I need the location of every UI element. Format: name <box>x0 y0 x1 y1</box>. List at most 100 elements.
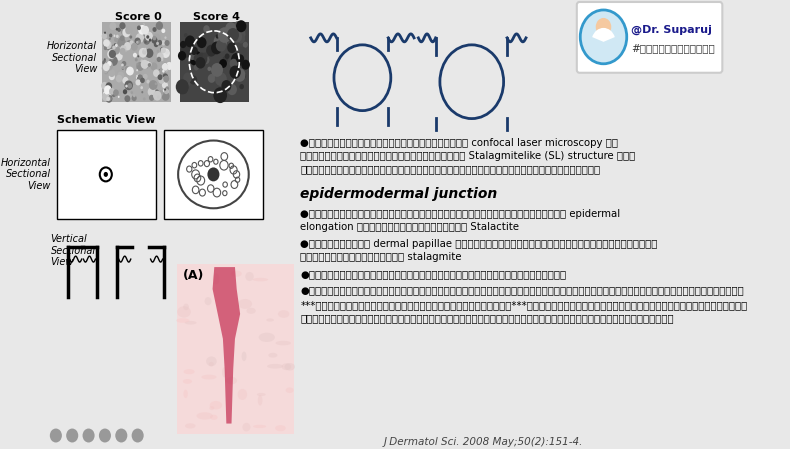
Circle shape <box>109 50 116 58</box>
Text: Horizontal
Sectional
View: Horizontal Sectional View <box>1 158 51 191</box>
Circle shape <box>194 56 205 68</box>
Circle shape <box>108 69 115 77</box>
Ellipse shape <box>205 297 212 305</box>
Circle shape <box>115 52 122 61</box>
Circle shape <box>117 89 122 95</box>
Circle shape <box>148 63 151 67</box>
Ellipse shape <box>278 310 289 318</box>
Circle shape <box>109 34 112 37</box>
Circle shape <box>213 34 227 49</box>
Circle shape <box>103 92 107 97</box>
Circle shape <box>137 62 144 71</box>
Ellipse shape <box>183 369 194 374</box>
Circle shape <box>208 167 220 181</box>
Circle shape <box>185 35 195 47</box>
Circle shape <box>103 40 111 50</box>
Circle shape <box>211 41 222 54</box>
Circle shape <box>239 84 244 89</box>
Circle shape <box>111 34 114 37</box>
Circle shape <box>159 67 166 76</box>
Circle shape <box>196 57 205 69</box>
Circle shape <box>121 44 128 53</box>
Circle shape <box>149 39 152 42</box>
Circle shape <box>161 29 165 33</box>
Circle shape <box>162 92 170 101</box>
Circle shape <box>130 40 134 45</box>
Circle shape <box>188 51 197 60</box>
Ellipse shape <box>238 299 252 309</box>
Text: Score 0: Score 0 <box>115 12 162 22</box>
Circle shape <box>157 75 163 80</box>
Text: ●ลักษณะจากการส่องกล้องพิเศษ confocal laser microscopy พบ
ลักษณะที่คล้ายหินงอกหิน: ●ลักษณะจากการส่องกล้องพิเศษ confocal las… <box>300 137 636 174</box>
Circle shape <box>159 69 163 74</box>
Text: ●ซึ่งเป็นลักษณะเฉพาะที่พบในภาวะรูขุมขนกว้าง: ●ซึ่งเป็นลักษณะเฉพาะที่พบในภาวะรูขุมขนกว… <box>300 269 566 279</box>
Circle shape <box>133 53 137 57</box>
Ellipse shape <box>201 374 216 379</box>
Ellipse shape <box>222 367 227 378</box>
Circle shape <box>122 66 124 70</box>
Circle shape <box>109 56 118 66</box>
Circle shape <box>156 50 160 53</box>
Ellipse shape <box>276 341 291 345</box>
Ellipse shape <box>206 357 216 366</box>
Circle shape <box>125 80 133 90</box>
Circle shape <box>105 61 110 67</box>
Circle shape <box>133 94 136 97</box>
Circle shape <box>194 65 199 70</box>
Circle shape <box>181 87 187 94</box>
Circle shape <box>180 44 192 58</box>
Circle shape <box>131 43 137 51</box>
Circle shape <box>158 90 164 96</box>
Ellipse shape <box>209 401 222 409</box>
Circle shape <box>127 70 132 75</box>
Wedge shape <box>592 28 615 42</box>
Circle shape <box>236 20 246 32</box>
Circle shape <box>126 40 134 49</box>
Circle shape <box>140 78 145 83</box>
Circle shape <box>164 36 167 39</box>
Ellipse shape <box>243 423 250 431</box>
Circle shape <box>102 33 107 39</box>
Circle shape <box>231 53 243 67</box>
Circle shape <box>160 47 166 53</box>
Circle shape <box>138 25 146 35</box>
Circle shape <box>146 79 150 84</box>
Text: ●นอกจากนี้อาจพบเส้นใยในชั้นหนังแท้ที่เพิ่มขึ้นซึ่งคล้ายกับแผลเป็นหลุมสิว: ●นอกจากนี้อาจพบเส้นใยในชั้นหนังแท้ที่เพิ… <box>300 285 744 295</box>
Ellipse shape <box>246 308 256 314</box>
Circle shape <box>164 77 169 83</box>
Circle shape <box>106 97 110 101</box>
Circle shape <box>137 40 141 44</box>
Circle shape <box>107 61 111 66</box>
Circle shape <box>144 37 150 45</box>
Bar <box>177 264 294 434</box>
Circle shape <box>241 60 250 70</box>
Circle shape <box>139 48 147 57</box>
Circle shape <box>112 45 115 49</box>
Circle shape <box>165 50 169 54</box>
Ellipse shape <box>185 423 196 428</box>
Ellipse shape <box>281 363 292 370</box>
Circle shape <box>158 76 165 84</box>
Text: Vertical
Sectional
View: Vertical Sectional View <box>51 234 96 268</box>
Circle shape <box>114 43 117 47</box>
Circle shape <box>125 66 130 71</box>
Circle shape <box>218 27 231 43</box>
Circle shape <box>158 46 161 49</box>
Text: ***ซึ่งเป็นลักษณะที่คล้ายกับหลุมสิว***จึงเป็นเหตุผลที่การใช้เลเซอร์ต่างๆใน
การดู: ***ซึ่งเป็นลักษณะที่คล้ายกับหลุมสิว***จึ… <box>300 300 747 323</box>
Ellipse shape <box>213 273 220 285</box>
FancyBboxPatch shape <box>577 2 722 73</box>
Circle shape <box>161 70 165 74</box>
Circle shape <box>136 75 138 77</box>
Circle shape <box>165 86 169 91</box>
Circle shape <box>213 87 227 103</box>
Circle shape <box>103 65 110 72</box>
Circle shape <box>164 75 169 82</box>
Circle shape <box>149 95 154 101</box>
Circle shape <box>155 82 157 85</box>
Ellipse shape <box>183 304 189 310</box>
Circle shape <box>156 53 164 61</box>
Circle shape <box>127 67 134 74</box>
Text: ●โดยหนังกำพร้าจะมีการยื่นลงไปถึงชั้นหนังแท้ epidermal
elongation ลักษณะคล้ายหินย: ●โดยหนังกำพร้าจะมีการยื่นลงไปถึงชั้นหนัง… <box>300 209 620 233</box>
Circle shape <box>137 75 143 82</box>
Circle shape <box>116 35 118 38</box>
